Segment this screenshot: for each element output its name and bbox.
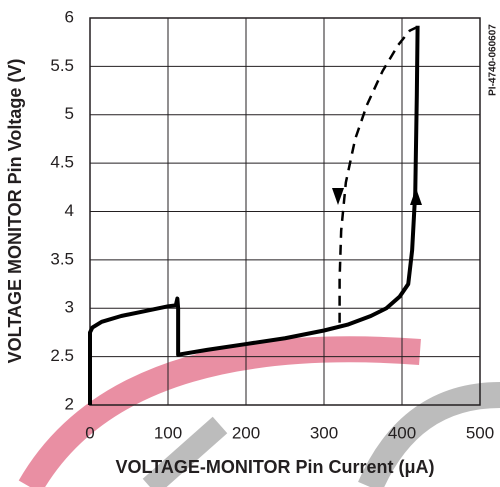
y-tick-label: 2.5	[50, 346, 74, 365]
x-tick-label: 100	[154, 423, 182, 442]
y-tick-label: 5.5	[50, 56, 74, 75]
x-tick-label: 300	[310, 423, 338, 442]
watermark	[142, 416, 228, 487]
x-tick-label: 500	[466, 423, 494, 442]
data-line	[88, 25, 420, 405]
x-tick-label: 0	[85, 423, 94, 442]
figure-id: PI-4740-060607	[488, 24, 499, 96]
arrow-up	[410, 188, 422, 205]
arrow-down	[332, 188, 344, 205]
y-tick-label: 5	[65, 104, 74, 123]
plot-frame	[89, 17, 481, 406]
x-axis-title: VOLTAGE-MONITOR Pin Current (μA)	[116, 457, 435, 477]
y-tick-label: 3	[65, 298, 74, 317]
x-tick-label: 200	[232, 423, 260, 442]
data-line	[338, 26, 417, 323]
x-tick-label: 400	[388, 423, 416, 442]
y-tick-label: 3.5	[50, 249, 74, 268]
watermark	[18, 336, 421, 487]
y-tick-label: 4	[65, 201, 74, 220]
y-tick-label: 2	[65, 394, 74, 413]
plot-area: 2 2.5 3 3.5 4 4.5 5 5.5 6 0 100 200 300 400 500	[50, 7, 494, 442]
y-axis-title: VOLTAGE MONITOR Pin Voltage (V)	[5, 59, 25, 364]
y-tick-label: 6	[65, 7, 74, 26]
y-tick-label: 4.5	[50, 153, 74, 172]
